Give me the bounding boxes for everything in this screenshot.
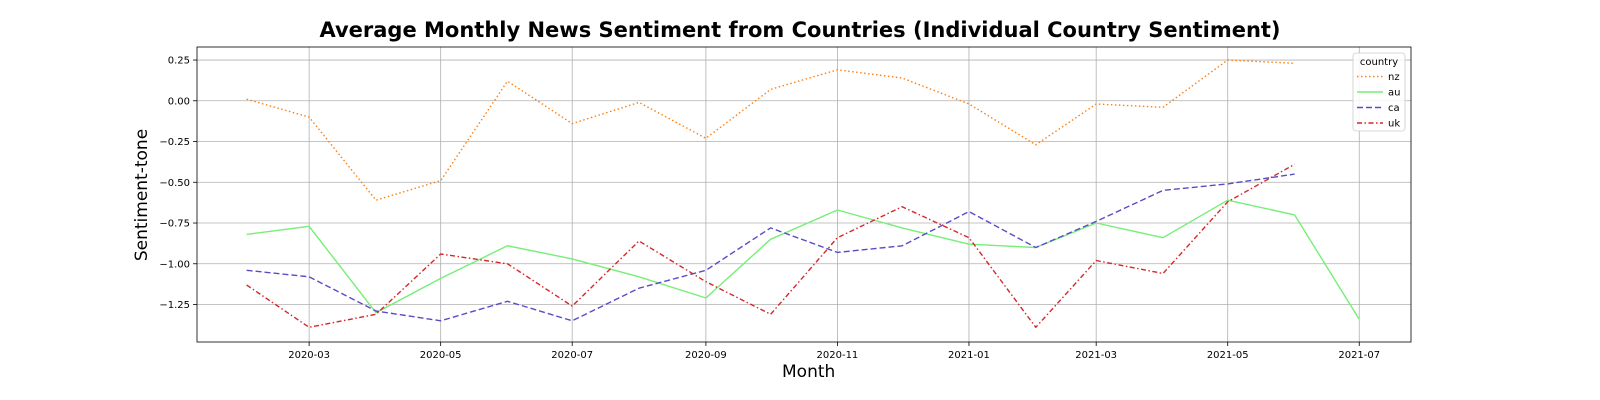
series-line-nz [246, 59, 1295, 201]
series-line-ca [246, 173, 1295, 322]
x-tick-label: 2020-11 [817, 350, 859, 361]
x-tick-label: 2020-09 [685, 350, 727, 361]
legend-title: country [1360, 57, 1398, 68]
y-tick-label: 0.00 [168, 96, 190, 107]
y-tick-label: −0.50 [159, 178, 190, 189]
y-tick-label: −0.25 [159, 137, 190, 148]
y-tick-label: 0.25 [168, 56, 190, 67]
legend-label-ca: ca [1388, 103, 1400, 114]
y-tick-label: −1.25 [159, 300, 190, 311]
y-tick-label: −0.75 [159, 219, 190, 230]
x-axis-label: Month [782, 362, 836, 382]
legend-label-nz: nz [1388, 72, 1400, 83]
legend-label-uk: uk [1388, 119, 1400, 130]
x-tick-label: 2020-05 [420, 350, 462, 361]
x-tick-label: 2021-01 [948, 350, 990, 361]
series-line-uk [246, 163, 1295, 328]
x-tick-label: 2021-03 [1075, 350, 1117, 361]
x-tick-label: 2021-05 [1207, 350, 1249, 361]
chart-title: Average Monthly News Sentiment from Coun… [319, 18, 1281, 42]
x-tick-label: 2021-07 [1338, 350, 1380, 361]
plot-frame [196, 46, 1412, 343]
x-tick-label: 2020-07 [551, 350, 593, 361]
x-tick-label: 2020-03 [288, 350, 330, 361]
series-line-au [246, 199, 1360, 320]
legend-label-au: au [1388, 88, 1400, 99]
y-tick-label: −1.00 [159, 259, 190, 270]
